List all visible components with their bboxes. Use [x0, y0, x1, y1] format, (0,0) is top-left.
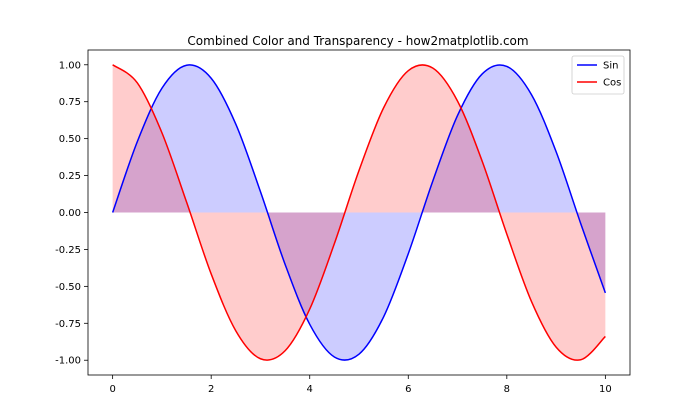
fill-area-sin [112, 64, 606, 361]
y-tick-label-3: -0.25 [55, 245, 81, 256]
series-line-cos [112, 64, 606, 361]
legend-label-cos: Cos [603, 78, 621, 89]
series-line-sin [111, 64, 607, 361]
y-tick-label-8: 1.00 [59, 60, 81, 71]
y-tick-label-4: 0.00 [59, 208, 81, 219]
chart-title: Combined Color and Transparency - how2ma… [187, 34, 528, 48]
y-tick-label-5: 0.25 [59, 171, 81, 182]
x-tick-label-2: 4 [307, 384, 313, 395]
x-tick-label-5: 10 [599, 384, 612, 395]
y-tick-label-7: 0.75 [59, 97, 81, 108]
y-tick-label-1: -0.75 [55, 319, 81, 330]
x-tick-label-0: 0 [109, 384, 115, 395]
x-tick-label-4: 8 [504, 384, 510, 395]
fill-area-cos [112, 64, 606, 361]
fill-areas [112, 64, 606, 361]
x-axis: 0 2 4 6 8 10 [109, 375, 612, 395]
y-tick-label-6: 0.50 [59, 134, 81, 145]
x-tick-label-1: 2 [208, 384, 214, 395]
x-tick-label-3: 6 [405, 384, 411, 395]
series-lines [111, 64, 607, 361]
legend: Sin Cos [571, 55, 625, 95]
legend-label-sin: Sin [603, 61, 618, 72]
y-tick-label-2: -0.50 [55, 282, 81, 293]
y-tick-label-0: -1.00 [55, 356, 81, 367]
y-axis: -1.00 -0.75 -0.50 -0.25 0.00 0.25 0.50 0.75 1.00 [55, 60, 88, 367]
